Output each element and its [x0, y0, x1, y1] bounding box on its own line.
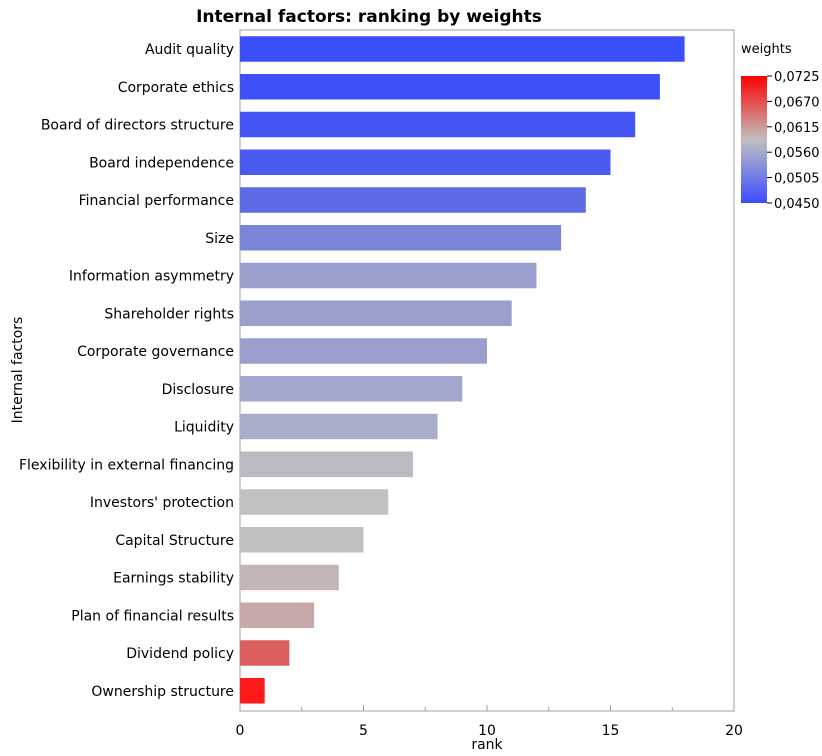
- legend-tick-label: 0,0615: [774, 121, 820, 136]
- bar: [240, 36, 685, 62]
- bar: [240, 564, 339, 591]
- bar: [240, 225, 562, 251]
- legend: weights 0,07250,06700,06150,05600,05050,…: [741, 42, 820, 212]
- category-labels: Audit quality Corporate ethics Board of di…: [19, 42, 234, 700]
- y-axis-title: Internal factors: [10, 317, 26, 424]
- bar: [240, 187, 586, 213]
- bar: [240, 678, 265, 704]
- x-tick-label: 20: [725, 723, 743, 739]
- bar: [240, 527, 364, 553]
- bar: [240, 262, 537, 289]
- x-tick-label: 0: [236, 723, 245, 739]
- bar: [240, 300, 512, 326]
- x-axis-title: rank: [471, 737, 503, 753]
- category-label: Disclosure: [162, 382, 234, 398]
- category-label: Shareholder rights: [104, 306, 234, 322]
- bar: [240, 376, 463, 402]
- legend-tick-label: 0,0670: [774, 95, 820, 110]
- category-label: Dividend policy: [126, 646, 234, 662]
- category-label: Size: [205, 231, 234, 247]
- bar: [240, 413, 438, 440]
- category-label: Earnings stability: [113, 571, 234, 587]
- x-tick-label: 15: [602, 723, 620, 739]
- bar: [240, 451, 413, 477]
- chart-title: Internal factors: ranking by weights: [196, 7, 542, 27]
- bars-group: [240, 36, 685, 704]
- x-tick-label: 5: [359, 723, 368, 739]
- legend-tick-label: 0,0450: [774, 197, 820, 212]
- legend-colorbar: [741, 76, 767, 203]
- bar: [240, 149, 611, 175]
- legend-tick-label: 0,0725: [774, 70, 820, 85]
- category-label: Flexibility in external financing: [19, 457, 234, 473]
- bar: [240, 74, 660, 100]
- legend-title: weights: [741, 42, 792, 57]
- bar: [240, 111, 636, 138]
- category-label: Liquidity: [174, 420, 234, 436]
- category-label: Corporate ethics: [118, 80, 234, 96]
- legend-tick-label: 0,0560: [774, 146, 820, 161]
- legend-ticks: 0,0725 0,0670 0,0615 0,0560 0,0505 0,0450: [767, 70, 820, 212]
- category-label: Capital Structure: [115, 533, 234, 549]
- legend-tick-label: 0,0505: [774, 172, 820, 187]
- category-label: Board independence: [89, 155, 234, 171]
- category-label: Information asymmetry: [69, 269, 234, 285]
- x-axis: 0 5 10 15 20: [236, 705, 743, 739]
- category-label: Investors' protection: [90, 495, 234, 511]
- bar: [240, 602, 315, 628]
- category-label: Financial performance: [79, 193, 234, 209]
- bar: [240, 338, 487, 364]
- bar: [240, 640, 290, 666]
- bar: [240, 489, 389, 515]
- x-tick-label: 10: [478, 723, 496, 739]
- category-label: Board of directors structure: [41, 118, 234, 134]
- category-label: Ownership structure: [91, 684, 234, 700]
- category-label: Corporate governance: [77, 344, 234, 360]
- category-label: Plan of financial results: [71, 608, 234, 624]
- category-label: Audit quality: [145, 42, 234, 58]
